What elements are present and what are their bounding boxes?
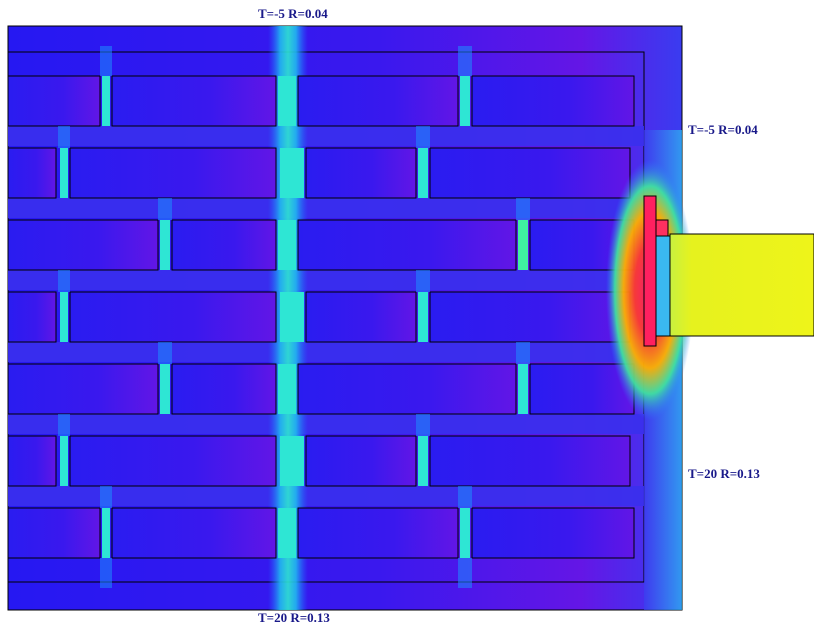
boundary-label-top: T=-5 R=0.04 <box>258 6 328 21</box>
joint-glow <box>58 46 530 588</box>
brick <box>69 435 277 487</box>
brick <box>471 507 635 559</box>
head-joints <box>60 76 528 558</box>
brick <box>471 75 635 127</box>
brick <box>171 363 277 415</box>
brick <box>305 291 417 343</box>
brick <box>171 219 277 271</box>
brick <box>305 147 417 199</box>
brick <box>297 507 459 559</box>
brick-rows <box>7 75 635 559</box>
brick <box>429 435 631 487</box>
brick <box>305 435 417 487</box>
brick <box>7 75 101 127</box>
brick <box>7 291 57 343</box>
boundary-label-right-upper: T=-5 R=0.04 <box>688 122 758 137</box>
brick <box>297 363 517 415</box>
brick <box>7 507 101 559</box>
boundary-label-right-lower: T=20 R=0.13 <box>688 466 760 481</box>
brick <box>7 435 57 487</box>
brick <box>7 363 159 415</box>
brick <box>7 219 159 271</box>
brick <box>69 291 277 343</box>
brick <box>297 219 517 271</box>
brick <box>297 75 459 127</box>
brick <box>111 507 277 559</box>
boundary-label-bottom: T=20 R=0.13 <box>258 610 330 625</box>
brick <box>7 147 57 199</box>
beam-bearing <box>643 195 671 347</box>
brick <box>69 147 277 199</box>
brick <box>111 75 277 127</box>
brick <box>429 147 631 199</box>
bed-joints <box>8 126 644 506</box>
floor-beam <box>669 233 814 337</box>
brick <box>429 291 631 343</box>
